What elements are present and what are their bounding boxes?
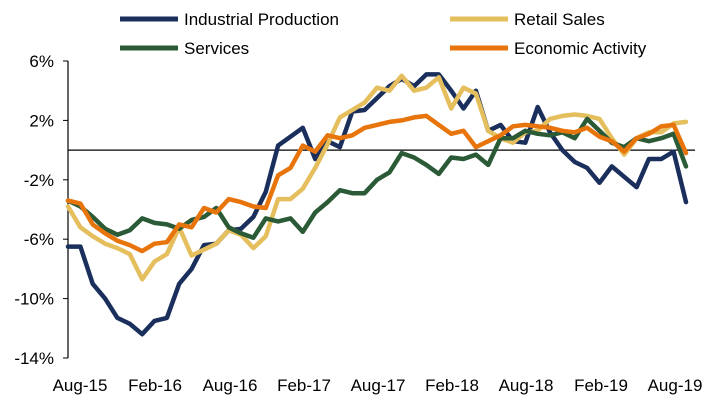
legend-label-services: Services (184, 39, 249, 58)
x-tick-label: Feb-18 (425, 376, 479, 395)
series-line-services (65, 116, 689, 240)
x-tick-label: Feb-16 (128, 376, 182, 395)
legend: Industrial Production Retail Sales Service… (120, 10, 647, 58)
series-line-retail-sales (65, 73, 689, 282)
y-axis-tick-labels: 6% 2% -2% -6% -10% -14% (14, 52, 54, 368)
y-tick-label: -14% (14, 349, 54, 368)
x-axis-tick-labels: Aug-15 Feb-16 Aug-16 Feb-17 Aug-17 Feb-18 Aug-… (53, 376, 703, 395)
x-tick-label: Aug-15 (53, 376, 108, 395)
y-tick-label: -6% (24, 230, 54, 249)
y-tick-label: 2% (29, 111, 54, 130)
x-tick-label: Aug-18 (499, 376, 554, 395)
y-tick-label: -2% (24, 171, 54, 190)
x-tick-label: Feb-19 (574, 376, 628, 395)
y-tick-label: -10% (14, 290, 54, 309)
legend-label-economic-activity: Economic Activity (514, 39, 647, 58)
x-tick-label: Feb-17 (277, 376, 331, 395)
x-tick-label: Aug-19 (648, 376, 703, 395)
legend-label-retail-sales: Retail Sales (514, 10, 605, 29)
series-lines (65, 72, 689, 337)
legend-label-industrial-production: Industrial Production (184, 10, 339, 29)
x-tick-label: Aug-17 (351, 376, 406, 395)
x-tick-label: Aug-16 (203, 376, 258, 395)
series-line-economic-activity (65, 113, 689, 254)
series-line-industrial-production (65, 72, 689, 337)
y-tick-label: 6% (29, 52, 54, 71)
